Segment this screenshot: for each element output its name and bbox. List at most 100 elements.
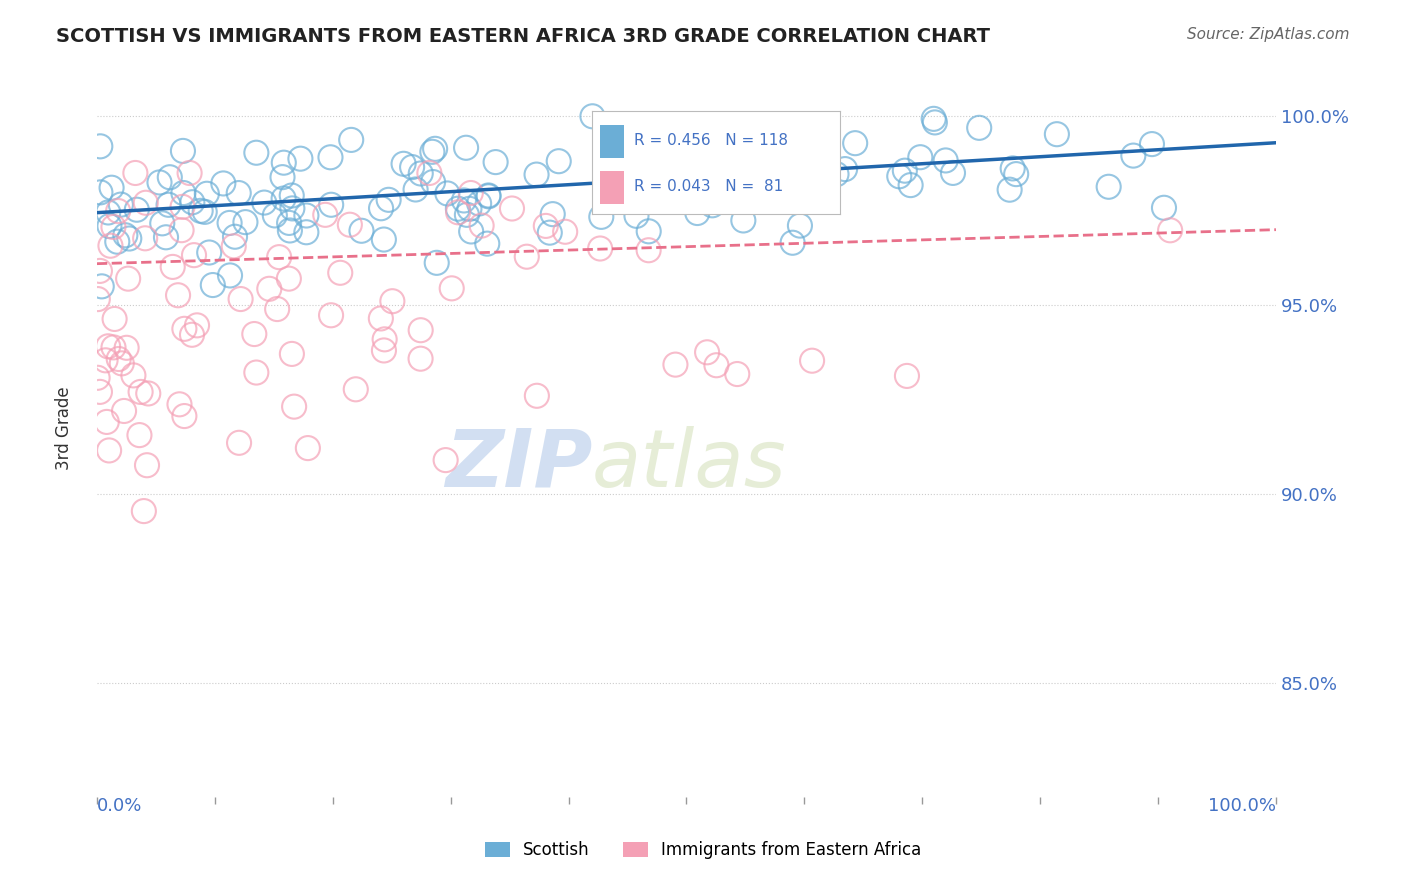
Point <box>910 150 932 164</box>
Point <box>673 164 696 178</box>
Point <box>129 384 152 399</box>
Point <box>761 174 783 188</box>
Point <box>277 271 299 285</box>
Point <box>645 187 668 202</box>
Point <box>447 202 470 216</box>
Point <box>105 235 128 249</box>
Point <box>273 155 295 169</box>
Point <box>96 415 118 429</box>
Y-axis label: 3rd Grade: 3rd Grade <box>55 386 73 470</box>
Point <box>834 162 856 177</box>
Point <box>725 367 748 381</box>
Point <box>87 292 110 306</box>
Point <box>782 235 804 250</box>
Point <box>170 223 193 237</box>
Point <box>219 268 242 283</box>
Point <box>526 168 548 182</box>
Text: 100.0%: 100.0% <box>1208 797 1277 814</box>
Point <box>245 145 267 160</box>
Point <box>97 205 120 219</box>
Point <box>373 233 395 247</box>
Point <box>273 192 295 206</box>
Point <box>541 207 564 221</box>
Point <box>591 210 613 224</box>
Point <box>789 219 811 233</box>
Point <box>280 188 302 202</box>
Point <box>179 166 201 180</box>
Point <box>1098 179 1121 194</box>
Point <box>319 150 342 164</box>
Point <box>183 248 205 262</box>
Point <box>595 169 617 184</box>
Point <box>111 356 134 370</box>
Text: atlas: atlas <box>592 425 787 504</box>
Point <box>114 228 136 243</box>
Point <box>477 188 499 202</box>
Point <box>825 167 848 181</box>
Text: ZIP: ZIP <box>444 425 592 504</box>
Point <box>637 244 659 258</box>
Point <box>1122 148 1144 162</box>
Point <box>278 216 301 230</box>
Point <box>115 341 138 355</box>
Point <box>103 340 125 354</box>
Point <box>128 428 150 442</box>
Point <box>104 312 127 326</box>
Point <box>340 133 363 147</box>
Point <box>329 266 352 280</box>
Point <box>107 204 129 219</box>
Point <box>554 225 576 239</box>
Point <box>89 384 111 399</box>
Point <box>773 169 796 184</box>
Point <box>381 294 404 309</box>
Point <box>167 288 190 302</box>
Point <box>169 397 191 411</box>
Point <box>198 245 221 260</box>
Point <box>135 195 157 210</box>
Text: 0.0%: 0.0% <box>97 797 142 814</box>
Point <box>460 224 482 238</box>
Point <box>967 120 990 135</box>
Point <box>86 371 108 385</box>
Point <box>157 198 180 212</box>
Legend: Scottish, Immigrants from Eastern Africa: Scottish, Immigrants from Eastern Africa <box>478 835 928 866</box>
Point <box>889 169 911 184</box>
Point <box>224 229 246 244</box>
Point <box>125 202 148 217</box>
Point <box>148 176 170 190</box>
Point <box>98 443 121 458</box>
Point <box>186 318 208 333</box>
Point <box>447 205 470 219</box>
Point <box>103 219 125 234</box>
Point <box>222 239 245 253</box>
Point <box>458 202 481 216</box>
Point <box>942 166 965 180</box>
Point <box>696 345 718 359</box>
Point <box>314 208 336 222</box>
Point <box>690 165 713 179</box>
Point <box>377 193 399 207</box>
Point <box>173 409 195 423</box>
Point <box>998 183 1021 197</box>
Point <box>454 141 477 155</box>
Point <box>422 145 444 159</box>
Point <box>436 186 458 201</box>
Point <box>212 177 235 191</box>
Point <box>477 236 499 251</box>
Point <box>253 195 276 210</box>
Point <box>1046 127 1069 141</box>
Point <box>89 139 111 153</box>
Point <box>706 358 728 372</box>
Point <box>664 358 686 372</box>
Point <box>97 339 120 353</box>
Point <box>194 205 217 219</box>
Point <box>89 264 111 278</box>
Point <box>710 171 733 186</box>
Point <box>844 136 866 151</box>
Point <box>90 279 112 293</box>
Point <box>794 126 817 140</box>
Point <box>269 250 291 264</box>
Point <box>426 256 449 270</box>
Point <box>259 282 281 296</box>
Text: SCOTTISH VS IMMIGRANTS FROM EASTERN AFRICA 3RD GRADE CORRELATION CHART: SCOTTISH VS IMMIGRANTS FROM EASTERN AFRI… <box>56 27 990 45</box>
